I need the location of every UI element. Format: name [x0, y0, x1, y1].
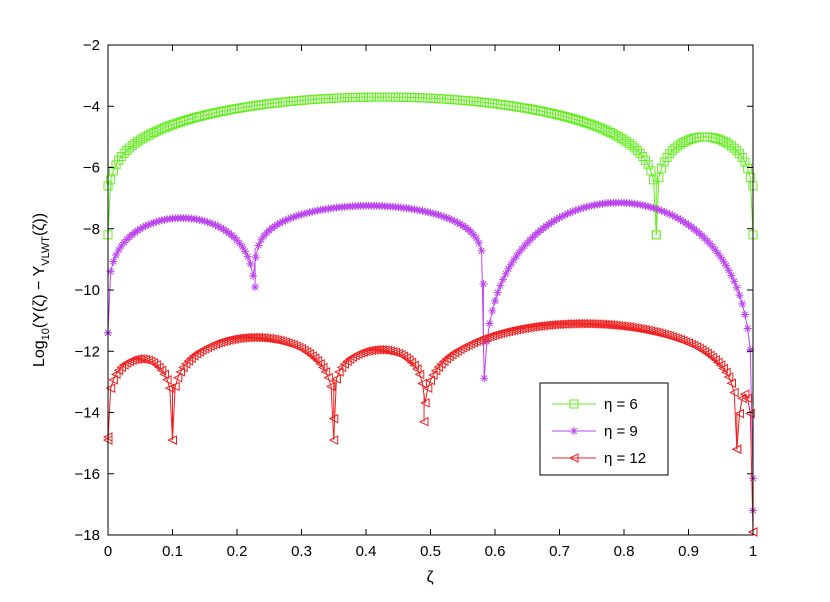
y-tick-label: −4	[83, 98, 100, 115]
y-tick-label: −8	[83, 221, 100, 238]
x-tick-label: 1	[749, 543, 757, 560]
x-tick-label: 0.5	[420, 543, 441, 560]
series-1-line	[107, 96, 754, 235]
legend-box	[539, 382, 669, 476]
legend-label-eta-6: η = 6	[604, 396, 638, 413]
series-3-dip-point	[731, 444, 742, 455]
series-2-line	[107, 202, 754, 479]
x-tick-label: 0.7	[549, 543, 570, 560]
y-label-suffix: (ζ))	[31, 213, 48, 236]
x-tick-label: 0	[104, 543, 112, 560]
legend-item-eta-6: η = 6	[552, 396, 638, 413]
y-label-prefix: Log	[31, 340, 48, 367]
series-3-dip-point	[328, 413, 339, 424]
series-3-line	[107, 323, 754, 532]
series-2	[104, 198, 757, 515]
x-axis-label: ζ	[426, 569, 433, 586]
series-2-dip-point	[251, 282, 260, 291]
y-tick-label: −10	[75, 282, 100, 299]
x-tick-label: 0.2	[227, 543, 248, 560]
x-tick-label: 0.1	[162, 543, 183, 560]
x-tick-label: 0.8	[614, 543, 635, 560]
x-tick-label: 0.4	[356, 543, 377, 560]
y-label-sub2: VLWT	[40, 236, 52, 266]
legend: η = 6 η = 9 η = 12	[539, 382, 669, 476]
series-3-dip-point	[418, 416, 429, 427]
y-tick-label: −12	[75, 343, 100, 360]
series-2-dip-point	[479, 279, 488, 288]
legend-item-eta-9: η = 9	[552, 423, 638, 440]
legend-marker-eta-12	[568, 453, 579, 463]
legend-label-eta-9: η = 9	[604, 423, 638, 440]
y-label-sub1: 10	[40, 328, 52, 340]
series-1	[103, 92, 758, 240]
x-tick-label: 0.3	[291, 543, 312, 560]
series-layer	[102, 92, 758, 537]
y-tick-label: −2	[83, 37, 100, 54]
y-tick-label: −18	[75, 527, 100, 544]
legend-item-eta-12: η = 12	[552, 450, 646, 467]
x-tick-label: 0.6	[485, 543, 506, 560]
series-1-dip-point	[651, 230, 661, 240]
y-axis-label: Log10(Y(ζ) − YVLWT(ζ))	[31, 213, 52, 367]
legend-marker-eta-6	[569, 399, 579, 409]
series-3-dip-point	[167, 435, 177, 445]
y-label-mid: (Y(ζ) − Y	[31, 265, 48, 328]
y-tick-label: −6	[83, 160, 100, 177]
y-tick-label: −16	[75, 466, 100, 483]
legend-label-eta-12: η = 12	[604, 450, 646, 467]
series-3	[102, 318, 758, 537]
y-tick-label: −14	[75, 405, 100, 422]
x-tick-label: 0.9	[678, 543, 699, 560]
ticks-layer: 0 0.1 0.2 0.3 0.4 0.5 0.6 0.7 0.8 0.9 1 −18 −16 −14 −1…	[75, 37, 758, 560]
legend-marker-eta-9	[570, 427, 578, 435]
